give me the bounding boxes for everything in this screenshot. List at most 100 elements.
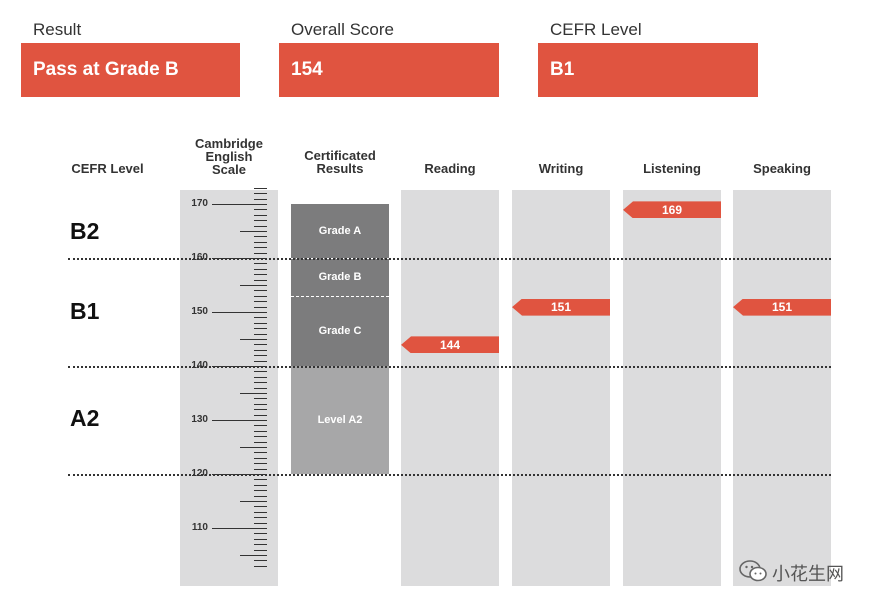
overall-score-label: Overall Score	[291, 20, 394, 39]
minor-tick	[254, 544, 267, 545]
minor-tick	[254, 398, 267, 399]
listening-column	[623, 190, 721, 586]
score-marker-reading: 144	[401, 336, 499, 354]
minor-tick	[254, 382, 267, 383]
minor-tick	[254, 269, 267, 270]
header-scale: Cambridge English Scale	[180, 137, 278, 176]
speaking-column	[733, 190, 831, 586]
tick-label-170: 170	[191, 198, 208, 209]
wechat-icon	[739, 560, 767, 582]
minor-tick	[254, 220, 267, 221]
result-label: Result	[33, 20, 82, 39]
tick-label-130: 130	[191, 414, 208, 425]
minor-tick	[254, 404, 267, 405]
result-value: Pass at Grade B	[21, 43, 240, 97]
header-certificated-line-1: Certificated	[304, 148, 376, 163]
minor-tick	[254, 323, 267, 324]
minor-tick	[254, 334, 267, 335]
minor-tick	[240, 555, 267, 556]
cefr-level-label: CEFR Level	[550, 20, 642, 39]
minor-tick	[254, 458, 267, 459]
minor-tick	[254, 479, 267, 480]
minor-tick	[254, 442, 267, 443]
minor-tick	[254, 188, 267, 189]
certificated-block-grade-b: Grade B	[291, 258, 389, 296]
header-scale-line-1: Cambridge	[195, 136, 263, 151]
minor-tick	[254, 350, 267, 351]
grade-separator	[291, 296, 389, 297]
cefr-level-value: B1	[538, 43, 758, 97]
minor-tick	[254, 452, 267, 453]
header-speaking: Speaking	[753, 161, 811, 176]
minor-tick	[254, 431, 267, 432]
cefr-threshold-line-140	[68, 366, 831, 368]
minor-tick	[254, 247, 267, 248]
minor-tick	[254, 317, 267, 318]
minor-tick	[254, 463, 267, 464]
minor-tick	[254, 226, 267, 227]
minor-tick	[254, 209, 267, 210]
minor-tick	[254, 490, 267, 491]
minor-tick	[254, 539, 267, 540]
minor-tick	[254, 274, 267, 275]
cefr-band-a2: A2	[70, 405, 100, 431]
minor-tick	[254, 469, 267, 470]
minor-tick	[254, 566, 267, 567]
header-reading: Reading	[424, 161, 476, 176]
cefr-band-b2: B2	[70, 218, 100, 244]
header-certificated: Certificated Results	[285, 149, 395, 175]
minor-tick	[240, 393, 267, 394]
minor-tick	[254, 506, 267, 507]
certificated-block-grade-a: Grade A	[291, 204, 389, 258]
score-marker-listening: 169	[623, 201, 721, 219]
minor-tick	[240, 339, 267, 340]
minor-tick	[254, 215, 267, 216]
minor-tick	[254, 263, 267, 264]
minor-tick	[254, 496, 267, 497]
minor-tick	[254, 409, 267, 410]
minor-tick	[254, 355, 267, 356]
minor-tick	[254, 371, 267, 372]
minor-tick	[254, 560, 267, 561]
header-scale-line-3: Scale	[212, 162, 246, 177]
tick-label-110: 110	[191, 522, 208, 533]
header-writing: Writing	[538, 161, 584, 176]
watermark-text: 小花生网	[772, 564, 844, 584]
writing-column	[512, 190, 610, 586]
minor-tick	[254, 328, 267, 329]
minor-tick	[254, 512, 267, 513]
score-marker-writing: 151	[512, 298, 610, 316]
reading-column	[401, 190, 499, 586]
minor-tick	[254, 301, 267, 302]
certificated-block-level-a2: Level A2	[291, 366, 389, 474]
minor-tick	[254, 344, 267, 345]
tick-label-160: 160	[191, 252, 208, 263]
minor-tick	[254, 361, 267, 362]
header-scale-line-2: English	[205, 149, 253, 164]
header-listening: Listening	[643, 161, 701, 176]
cefr-band-b1: B1	[70, 298, 100, 324]
major-tick	[212, 528, 267, 529]
header-certificated-line-2: Results	[316, 161, 364, 176]
minor-tick	[254, 388, 267, 389]
minor-tick	[254, 236, 267, 237]
minor-tick	[254, 517, 267, 518]
major-tick	[212, 204, 267, 205]
tick-label-140: 140	[191, 360, 208, 371]
cefr-threshold-line-160	[68, 258, 831, 260]
tick-label-120: 120	[191, 468, 208, 479]
minor-tick	[254, 523, 267, 524]
major-tick	[212, 420, 267, 421]
minor-tick	[254, 296, 267, 297]
minor-tick	[254, 280, 267, 281]
minor-tick	[240, 285, 267, 286]
minor-tick	[254, 485, 267, 486]
minor-tick	[254, 242, 267, 243]
minor-tick	[240, 501, 267, 502]
tick-label-150: 150	[191, 306, 208, 317]
minor-tick	[254, 550, 267, 551]
minor-tick	[254, 436, 267, 437]
certificated-block-grade-c: Grade C	[291, 295, 389, 366]
overall-score-value: 154	[279, 43, 499, 97]
minor-tick	[254, 425, 267, 426]
